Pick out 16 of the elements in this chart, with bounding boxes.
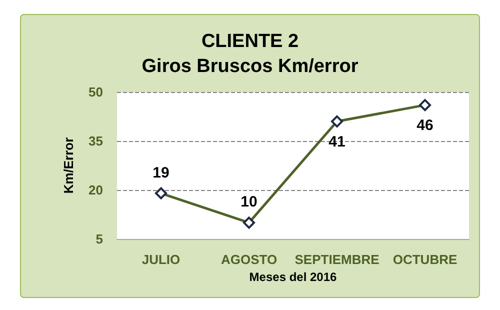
y-axis-title: Km/Error	[61, 137, 76, 194]
y-tick-label: 35	[88, 134, 103, 148]
y-tick-label: 50	[88, 84, 103, 100]
x-tick-label: JULIO	[142, 252, 180, 267]
y-tick-label: 5	[96, 232, 103, 246]
data-label: 41	[328, 133, 346, 150]
chart-title: CLIENTE 2	[201, 31, 299, 52]
x-tick-label: SEPTIEMBRE	[294, 252, 380, 267]
x-tick-label: AGOSTO	[220, 252, 278, 267]
data-label: 46	[416, 117, 434, 134]
x-axis-title: Meses del 2016	[249, 270, 338, 284]
chart-subtitle: Giros Bruscos Km/error	[142, 56, 359, 77]
data-label: 10	[240, 194, 258, 211]
data-label: 19	[152, 164, 170, 182]
x-tick-label: OCTUBRE	[392, 252, 458, 267]
y-tick-label: 20	[88, 182, 103, 198]
